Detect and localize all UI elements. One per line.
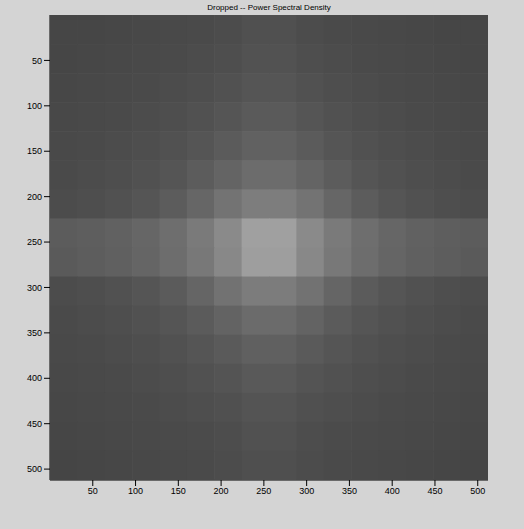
svg-text:150: 150 (27, 146, 42, 156)
svg-text:450: 450 (27, 419, 42, 429)
html-text:Dropped -- Power Spectral Dens: Dropped -- Power Spectral Density (207, 3, 331, 12)
svg-text:200: 200 (214, 486, 229, 496)
svg-text:250: 250 (27, 237, 42, 247)
svg-text:350: 350 (27, 328, 42, 338)
svg-text:100: 100 (27, 101, 42, 111)
svg-text:150: 150 (171, 486, 186, 496)
svg-text:200: 200 (27, 192, 42, 202)
svg-text:50: 50 (88, 486, 98, 496)
svg-text:300: 300 (27, 283, 42, 293)
svg-text:250: 250 (256, 486, 271, 496)
svg-text:500: 500 (470, 486, 485, 496)
svg-text:500: 500 (27, 464, 42, 474)
svg-text:300: 300 (299, 486, 314, 496)
svg-text:450: 450 (427, 486, 442, 496)
svg-text:100: 100 (128, 486, 143, 496)
svg-text:400: 400 (27, 373, 42, 383)
svg-text:350: 350 (342, 486, 357, 496)
svg-text:400: 400 (385, 486, 400, 496)
svg-text:50: 50 (32, 56, 42, 66)
